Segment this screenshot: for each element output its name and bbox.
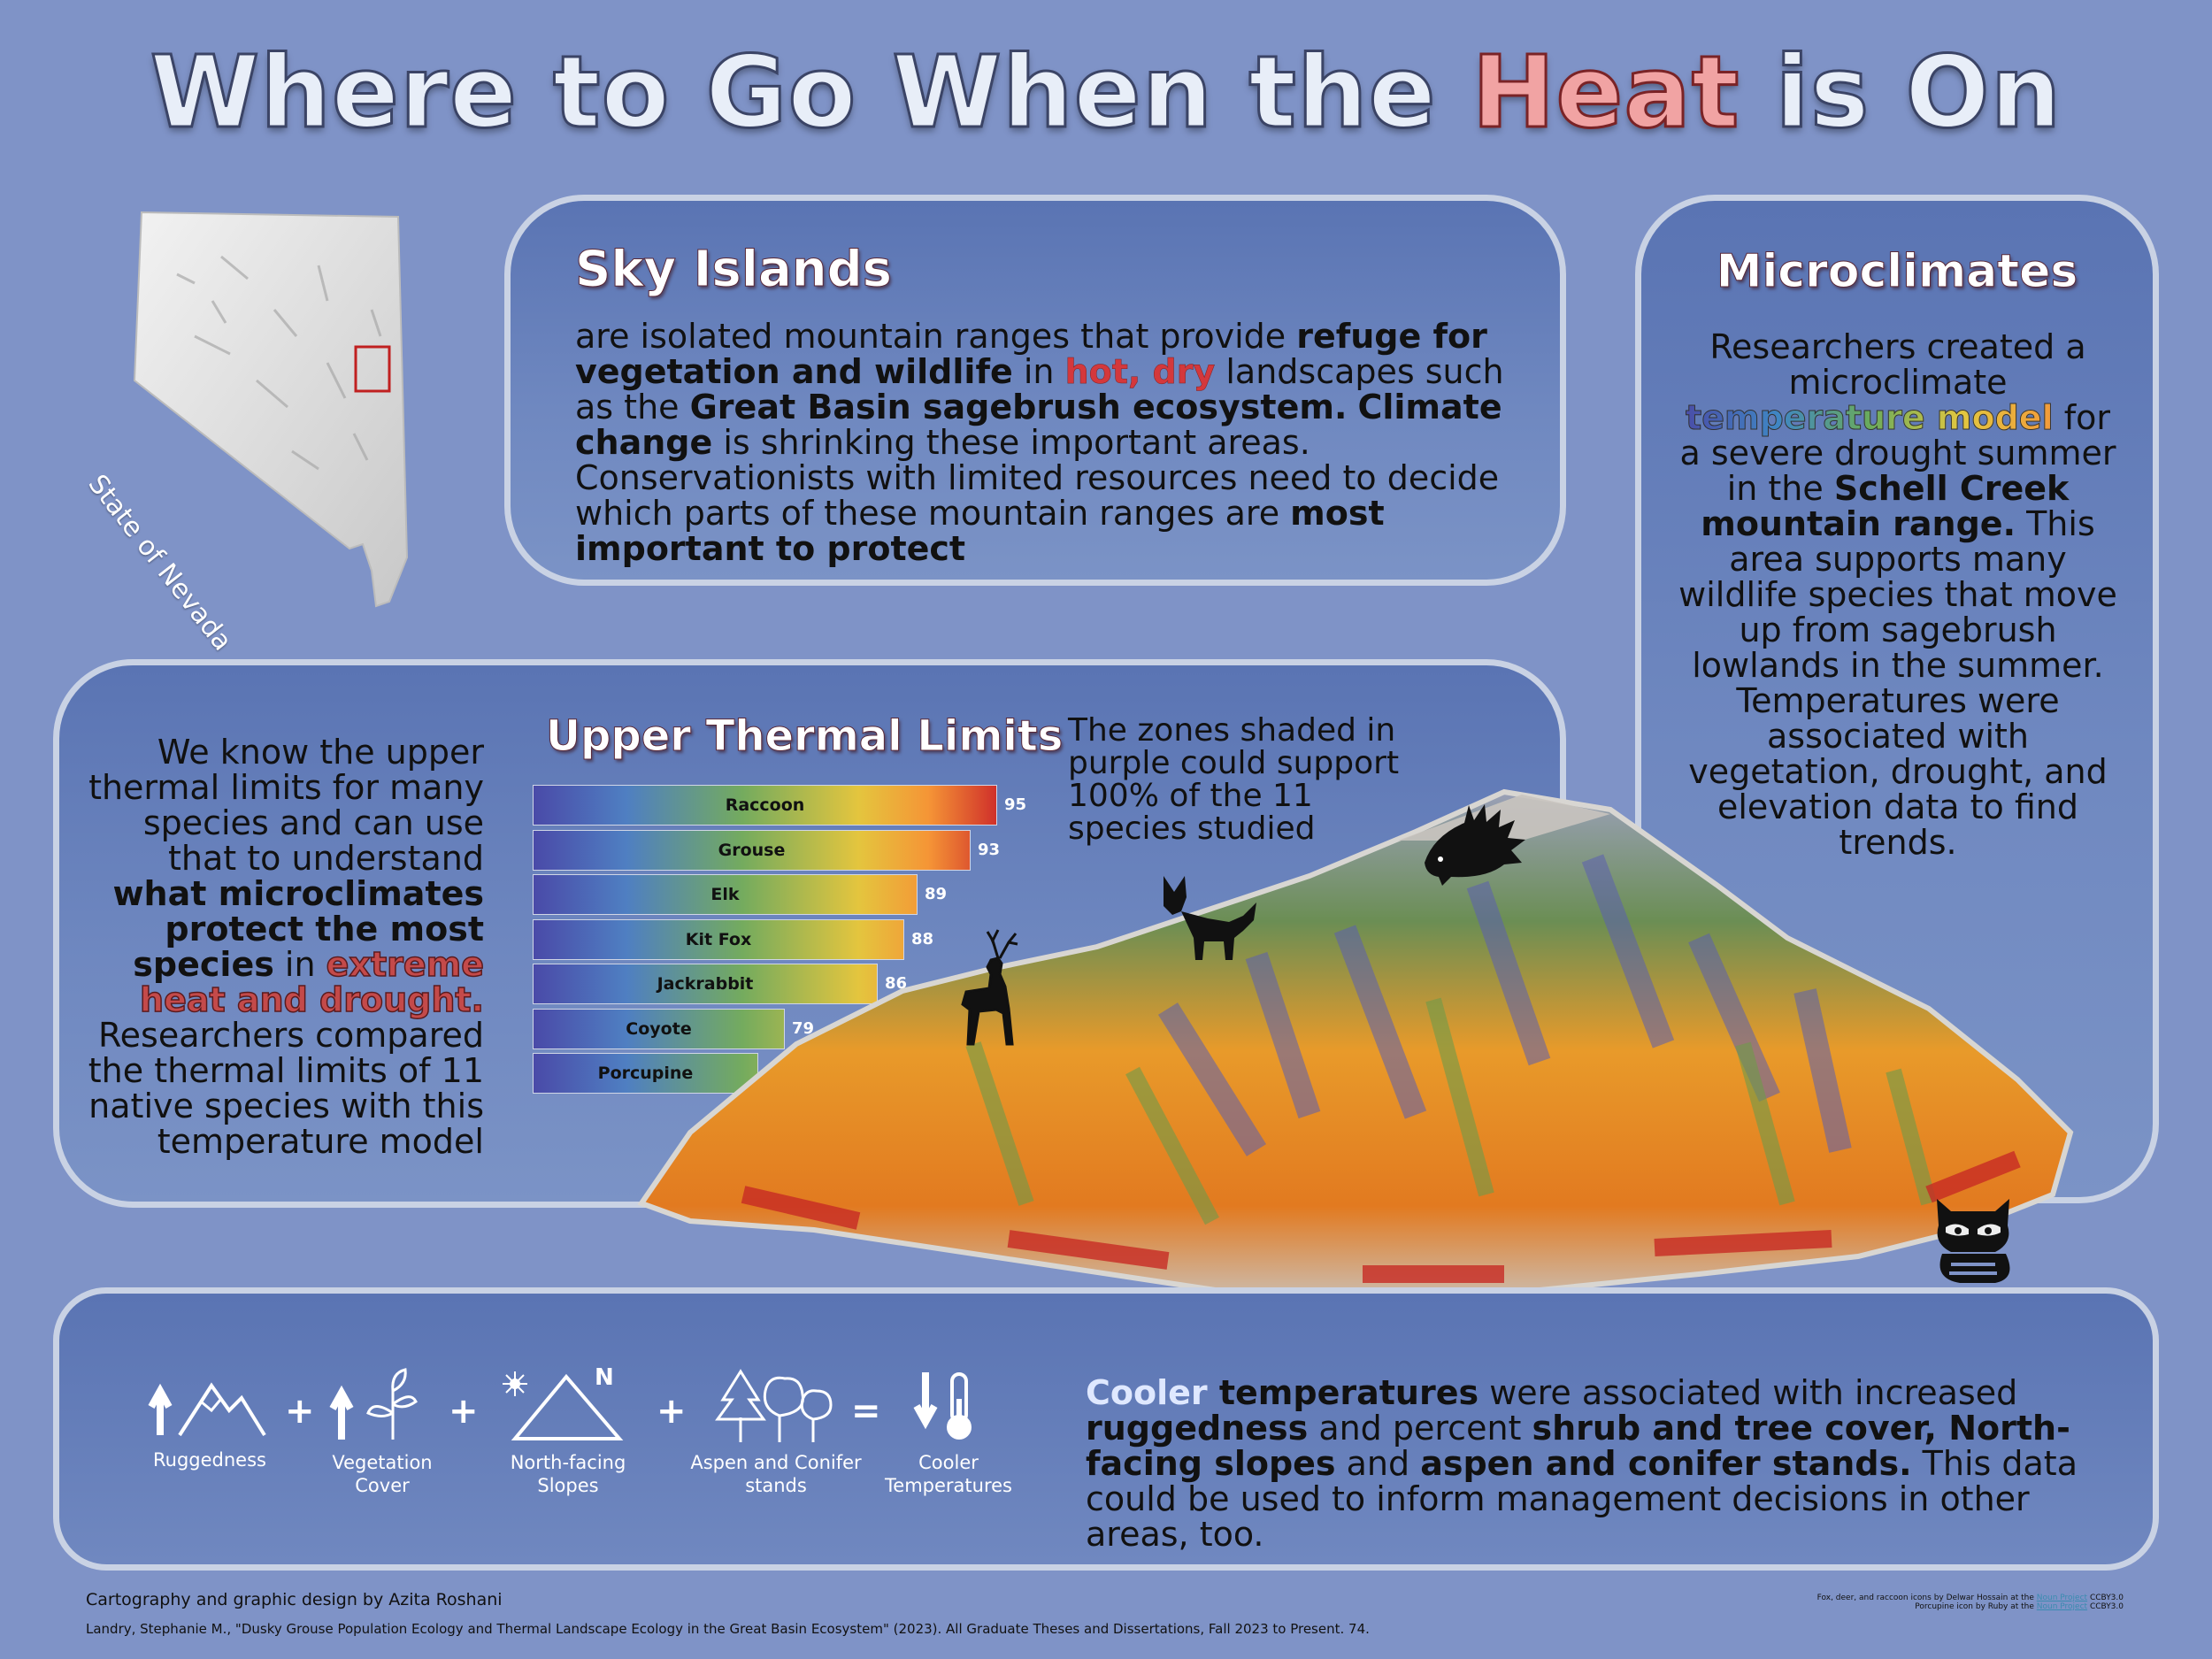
bar-jackrabbit: Jackrabbit [533, 964, 878, 1004]
plus-sign-2: + [449, 1391, 479, 1432]
title-highlight: Heat [1471, 35, 1740, 152]
bar-label: Jackrabbit [657, 974, 754, 994]
bar-value: 79 [792, 1018, 815, 1038]
north-label: N [595, 1364, 614, 1391]
noun-project-link-2[interactable]: Noun Project [2036, 1602, 2088, 1611]
trees-icon [715, 1369, 833, 1442]
legend-aspen-conifer-label: Aspen and Conifer stands [690, 1452, 862, 1496]
legend-north-facing-label: North-facing Slopes [510, 1452, 626, 1496]
bar-raccoon: Raccoon [533, 785, 997, 826]
nevada-map [133, 211, 409, 608]
sky-islands-title: Sky Islands [574, 241, 893, 299]
plus-sign-1: + [285, 1391, 315, 1432]
bar-label: Coyote [626, 1018, 692, 1039]
fox-icon [1164, 876, 1256, 960]
legend-ruggedness-label: Ruggedness [153, 1449, 266, 1471]
bar-label: Kit Fox [685, 929, 752, 949]
vegetation-cover-icon [329, 1368, 418, 1440]
thermal-limits-chart: Raccoon 95 Grouse 93 Elk 89 Kit Fox 88 Jackrabbi… [533, 785, 1064, 1156]
schell-creek-terrain [637, 788, 2074, 1313]
north-slope-triangle-icon [503, 1371, 624, 1440]
bar-value: 88 [911, 929, 934, 949]
conclusion-panel: Cooler temperatures were associated with… [53, 1287, 2159, 1571]
sky-islands-text: are isolated mountain ranges that provid… [575, 317, 1504, 568]
bar-label: Raccoon [725, 795, 805, 815]
bar-kit-fox: Kit Fox [533, 918, 904, 960]
bar-label: Grouse [718, 840, 786, 860]
porcupine-icon [1425, 804, 1525, 886]
chart-title: Upper Thermal Limits [545, 711, 1064, 762]
plus-sign-3: + [657, 1391, 687, 1432]
bar-label: Elk [710, 885, 740, 904]
bar-grouse: Grouse [533, 829, 971, 871]
bar-value: 93 [978, 840, 1001, 859]
noun-project-link-1[interactable]: Noun Project [2036, 1594, 2088, 1602]
citation-line: Landry, Stephanie M., "Dusky Grouse Popu… [86, 1621, 1370, 1637]
deer-icon [961, 929, 1018, 1046]
down-arrow-thermometer-icon [913, 1372, 972, 1440]
bar-porcupine: Porcupine [533, 1053, 758, 1094]
microclimates-title: Microclimates [1716, 245, 2078, 299]
ruggedness-icon [148, 1382, 266, 1437]
page-title: Where to Go When the Heat is On [149, 35, 2062, 152]
bar-label: Porcupine [597, 1064, 694, 1083]
icon-credits: Fox, deer, and raccoon icons by Delwar H… [1816, 1594, 2124, 1611]
sky-islands-panel: Sky Islands are isolated mountain ranges… [504, 195, 1566, 586]
bar-elk: Elk [533, 874, 918, 915]
legend-cooler-label: Cooler Temperatures [885, 1452, 1012, 1496]
bar-value: 89 [925, 885, 948, 903]
thermal-text: We know the upper thermal limits for man… [88, 733, 485, 1161]
legend-vegetation-label: Vegetation Cover [332, 1452, 433, 1496]
bar-value: 95 [1004, 795, 1027, 814]
credit-line: Cartography and graphic design by Azita … [86, 1590, 503, 1609]
study-area-marker [354, 345, 391, 393]
conclusion-text: Cooler temperatures were associated with… [1086, 1373, 2078, 1554]
raccoon-icon [1937, 1199, 2010, 1283]
thermal-panel: We know the upper thermal limits for man… [53, 659, 1566, 1208]
bar-coyote: Coyote [533, 1008, 785, 1049]
purple-zones-note: The zones shaded in purple could support… [1068, 712, 1400, 847]
equals-sign: = [851, 1391, 881, 1432]
microclimates-text: Researchers created a microclimate tempe… [1678, 327, 2117, 862]
bar-value: 86 [885, 974, 908, 993]
